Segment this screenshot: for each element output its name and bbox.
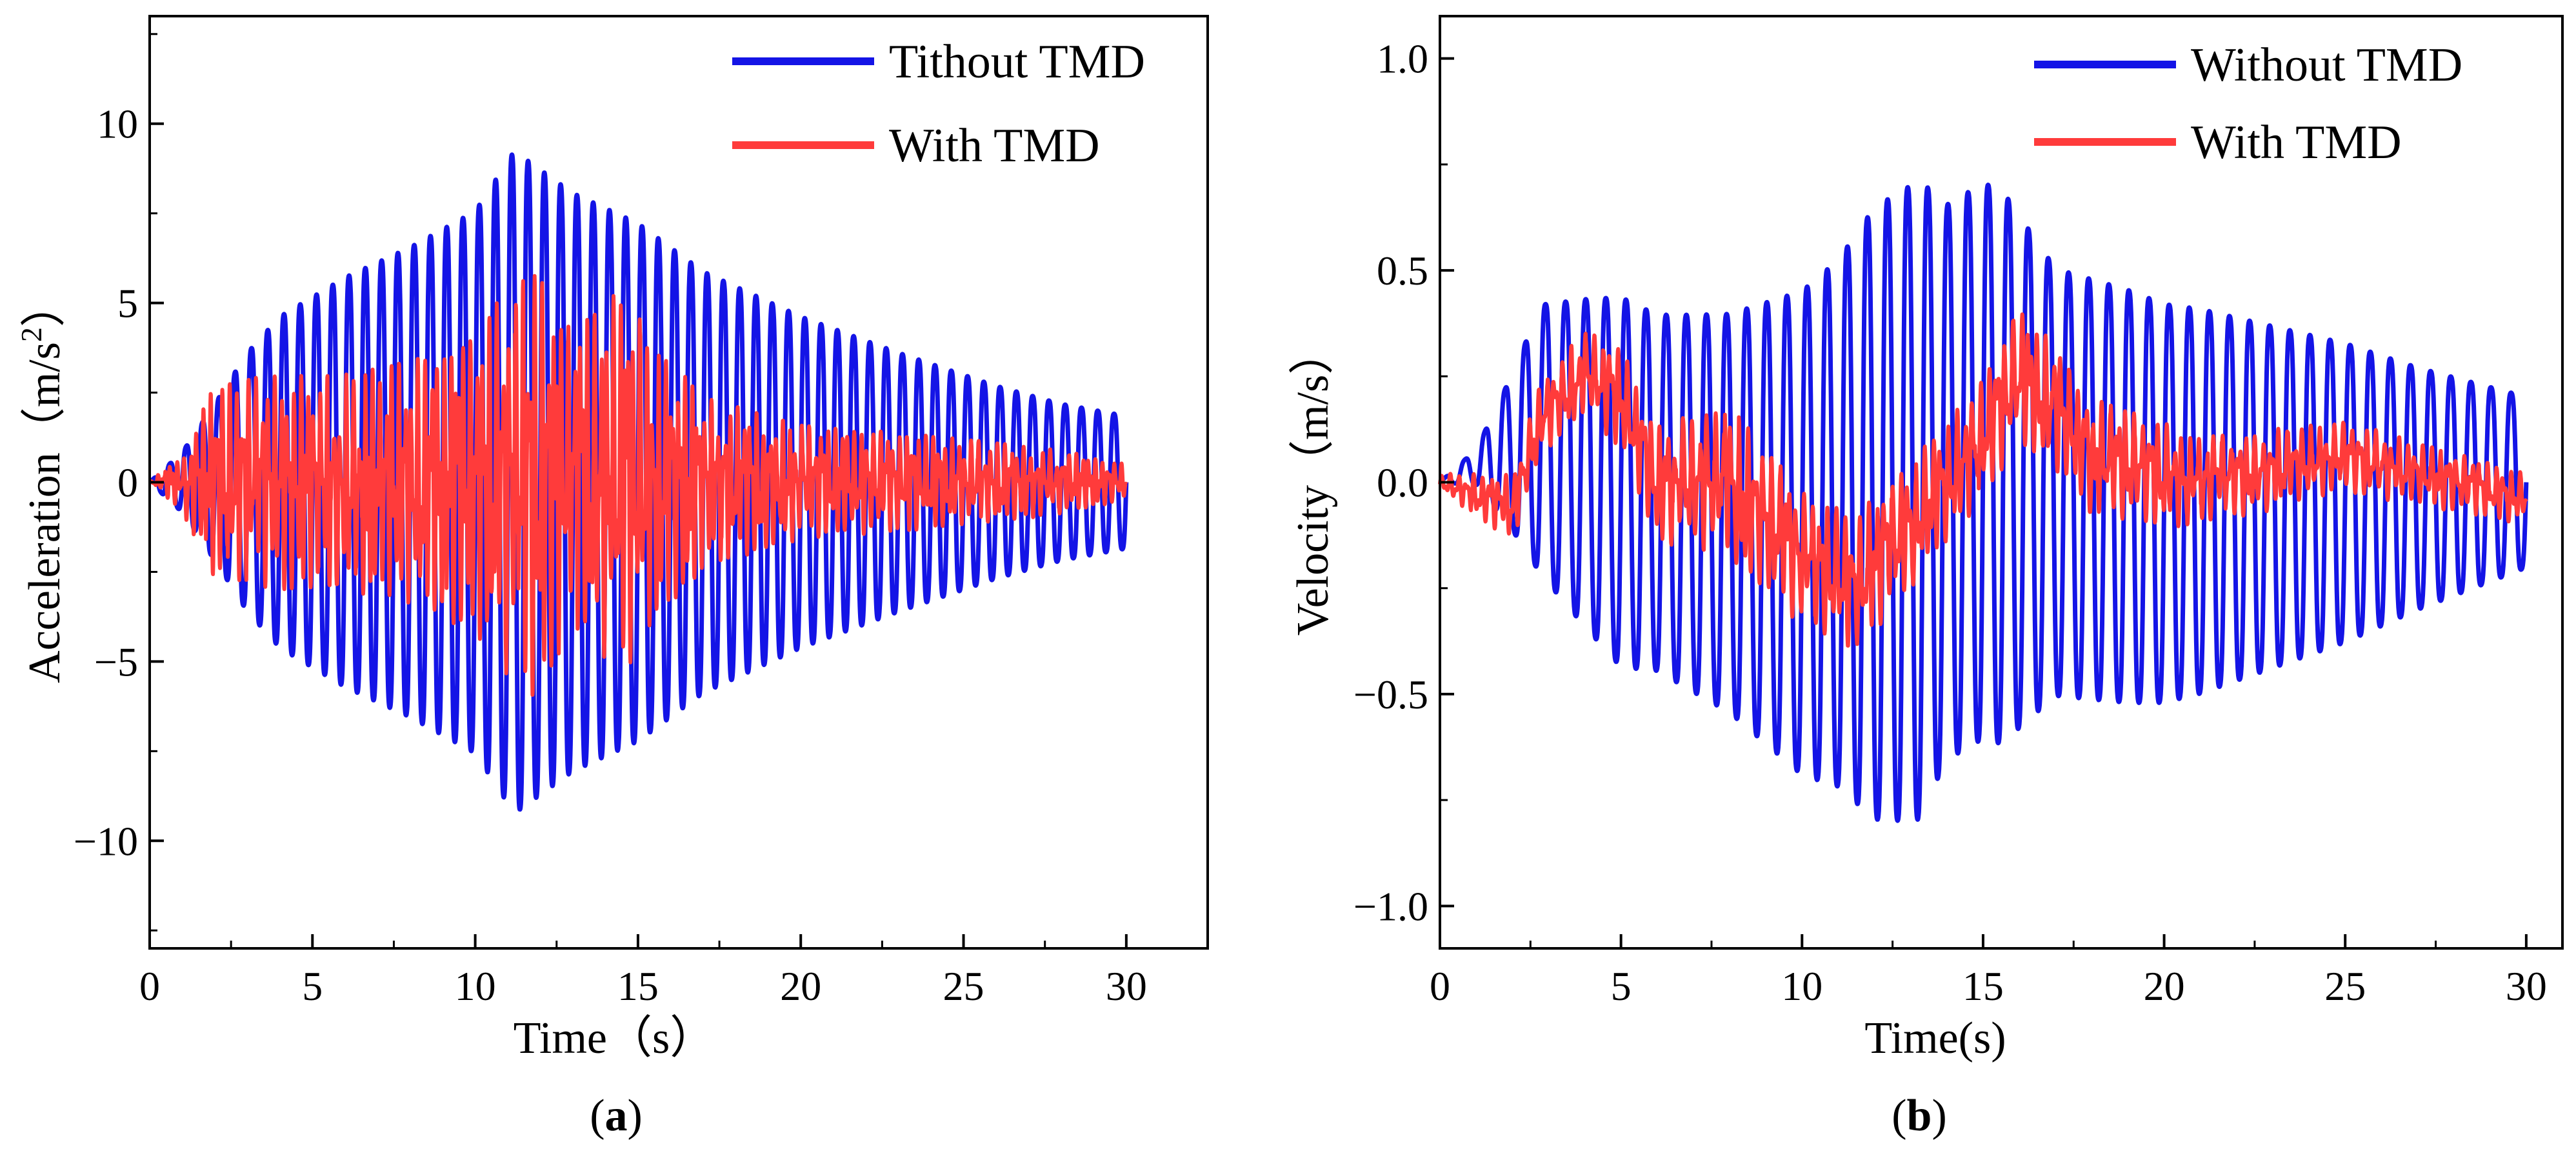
series-path-with-tmd: [148, 274, 1128, 697]
x-tick-label: 10: [1781, 963, 1822, 1009]
x-tick-label: 20: [2144, 963, 2185, 1009]
caption-a-letter: a: [605, 1091, 628, 1141]
legend-label-without-a: Tithout TMD: [889, 35, 1145, 88]
x-tick-label: 0: [139, 963, 160, 1009]
x-tick-label: 30: [1106, 963, 1147, 1009]
x-axis-title-b: Time(s): [1864, 1014, 2006, 1063]
y-axis-title-a: Acceleration（m/s2）: [15, 282, 70, 683]
y-axis-title-a-main: Acceleration（m/s: [20, 342, 70, 683]
y-axis-ticks-b: −1.0 −0.5 0.0 0.5 1.0: [1353, 36, 1454, 929]
series-path-with-tmd: [1438, 312, 2528, 648]
x-tick-label: 0: [1430, 963, 1450, 1009]
y-tick-label: −0.5: [1353, 672, 1428, 717]
x-tick-label: 30: [2506, 963, 2547, 1009]
caption-b-letter: b: [1907, 1091, 1932, 1141]
series-with-tmd-line-a: [148, 274, 1128, 697]
legend-label-with-a: With TMD: [889, 119, 1100, 172]
y-axis-title-b: Velocity（m/s）: [1288, 330, 1338, 635]
x-axis-title-a: Time（s）: [514, 1014, 715, 1063]
series-with-tmd-line-b: [1438, 312, 2528, 648]
caption-b-close: ): [1932, 1091, 1946, 1141]
y-tick-label: −5: [94, 639, 138, 684]
caption-a-open: (: [590, 1091, 604, 1141]
x-tick-label: 25: [943, 963, 984, 1009]
panel-a: 0 5 10 15 20 25 30 −10 −5 0 5 10 Tithout TMD With …: [15, 15, 1209, 1141]
y-tick-label: 0.5: [1377, 248, 1428, 294]
y-axis-title-a-superscript: 2: [15, 327, 48, 342]
y-tick-label: −1.0: [1353, 883, 1428, 929]
x-tick-label: 15: [1962, 963, 2004, 1009]
x-tick-label: 5: [302, 963, 323, 1009]
series-without-tmd-line-b: [1437, 183, 2529, 823]
x-tick-label: 10: [455, 963, 496, 1009]
caption-b-open: (: [1892, 1091, 1906, 1141]
panel-b: 0 5 10 15 20 25 30 −1.0 −0.5 0.0 0.5 1.0 Without T…: [1288, 15, 2564, 1141]
x-tick-label: 20: [780, 963, 821, 1009]
y-tick-label: 1.0: [1377, 36, 1428, 82]
caption-b: (b): [1892, 1091, 1947, 1141]
series-path-without-tmd: [1437, 183, 2529, 823]
y-axis-title-a-end: ）: [20, 282, 70, 327]
caption-a-close: ): [628, 1091, 643, 1141]
x-axis-ticks-b: 0 5 10 15 20 25 30: [1430, 934, 2547, 1009]
caption-a: (a): [590, 1091, 643, 1141]
y-tick-label: −10: [74, 818, 138, 864]
legend-label-with-b: With TMD: [2191, 116, 2402, 169]
y-axis-ticks-a: −10 −5 0 5 10: [74, 33, 164, 932]
x-axis-ticks-a: 0 5 10 15 20 25 30: [139, 934, 1147, 1009]
y-tick-label: 0: [117, 460, 138, 506]
legend-a: Tithout TMD With TMD: [732, 35, 1145, 172]
y-tick-label: 0.0: [1377, 460, 1428, 506]
legend-label-without-b: Without TMD: [2191, 39, 2462, 92]
x-tick-label: 5: [1611, 963, 1632, 1009]
y-tick-label: 5: [117, 281, 138, 326]
x-tick-label: 15: [617, 963, 659, 1009]
x-tick-label: 25: [2324, 963, 2366, 1009]
legend-b: Without TMD With TMD: [2034, 39, 2462, 169]
y-tick-label: 10: [97, 101, 138, 147]
